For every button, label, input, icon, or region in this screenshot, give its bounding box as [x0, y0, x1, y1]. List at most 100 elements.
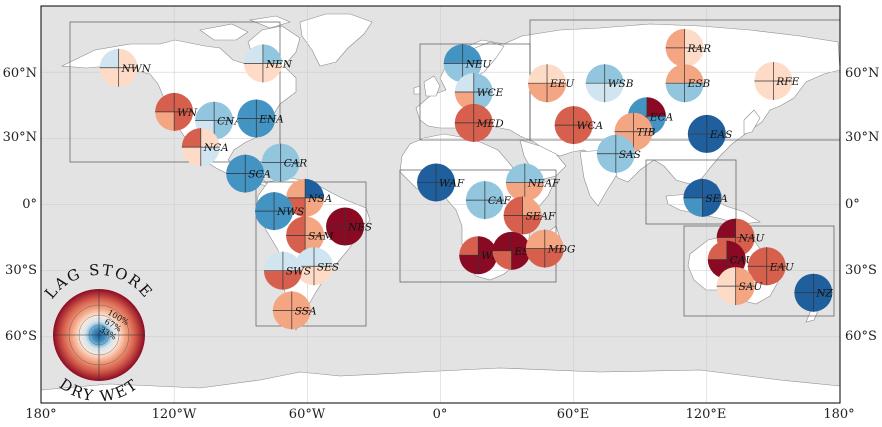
- region-label: SWS: [286, 266, 311, 278]
- region-label: SAS: [619, 149, 641, 161]
- y-tick-label: 0°: [22, 197, 37, 212]
- region-quadrant: [766, 266, 786, 286]
- region-label: SSA: [295, 305, 317, 317]
- region-label: CNA: [217, 116, 242, 128]
- region-quadrant: [522, 215, 542, 235]
- japan-land: [743, 109, 761, 135]
- region-pie-nws: NWS: [255, 192, 304, 231]
- region-pie-nen: NEN: [243, 44, 293, 83]
- region-quadrant: [200, 128, 220, 148]
- region-quadrant: [484, 200, 504, 220]
- y-tick-label: 30°N: [3, 130, 37, 145]
- region-label: WAF: [439, 177, 465, 189]
- y-axis-left: 60°N 30°N 0° 30°S 60°S: [3, 66, 37, 344]
- region-label: ENA: [258, 113, 284, 125]
- region-label: EAU: [769, 261, 795, 273]
- region-quadrant: [707, 240, 727, 260]
- region-quadrant: [305, 216, 325, 236]
- region-quadrant: [245, 173, 265, 193]
- region-label: SAM: [308, 230, 334, 242]
- region-label: ECA: [649, 111, 674, 123]
- region-quadrant: [443, 44, 463, 64]
- region-quadrant: [773, 61, 793, 81]
- x-tick-label: 180°: [25, 407, 56, 422]
- region-label: NEAF: [527, 177, 560, 189]
- region-quadrant: [503, 215, 523, 235]
- region-quadrant: [547, 64, 567, 84]
- region-quadrant: [503, 196, 523, 216]
- region-pie-nes: NES: [326, 207, 372, 246]
- region-quadrant: [305, 178, 325, 198]
- region-pie-esb: ESB: [665, 64, 710, 103]
- region-quadrant: [747, 247, 767, 267]
- region-quadrant: [525, 229, 545, 249]
- region-quadrant: [174, 111, 194, 131]
- region-quadrant: [181, 147, 201, 167]
- region-quadrant: [596, 134, 616, 154]
- region-quadrant: [118, 67, 138, 87]
- region-quadrant: [245, 154, 265, 174]
- x-axis: 180° 120°W 60°W 0° 60°E 120°E 180°: [25, 407, 854, 422]
- region-quadrant: [263, 270, 283, 290]
- region-pie-nwn: NWN: [99, 48, 152, 87]
- region-quadrant: [773, 80, 793, 100]
- region-quadrant: [627, 97, 647, 117]
- region-quadrant: [735, 286, 755, 306]
- region-quadrant: [615, 134, 635, 154]
- x-tick-label: 60°E: [557, 407, 590, 422]
- region-quadrant: [345, 207, 365, 227]
- region-pie-ena: ENA: [237, 99, 284, 138]
- region-quadrant: [794, 273, 814, 293]
- region-quadrant: [492, 231, 512, 251]
- region-quadrant: [326, 226, 346, 246]
- region-quadrant: [195, 101, 215, 121]
- region-label: NSA: [307, 193, 332, 205]
- region-quadrant: [243, 44, 263, 64]
- region-quadrant: [200, 147, 220, 167]
- region-quadrant: [554, 106, 574, 126]
- region-quadrant: [454, 122, 474, 142]
- region-pie-rfe: RFE: [754, 61, 800, 100]
- region-quadrant: [118, 48, 138, 68]
- region-pie-caf: CAF: [465, 181, 512, 220]
- eurasia-land: [415, 23, 840, 185]
- region-quadrant: [436, 182, 456, 202]
- region-label: SAU: [739, 281, 764, 293]
- region-quadrant: [286, 235, 306, 255]
- region-quadrant: [544, 248, 564, 268]
- region-label: NCA: [203, 142, 229, 154]
- region-quadrant: [716, 286, 736, 306]
- y-tick-label: 60°S: [845, 329, 877, 344]
- region-quadrant: [181, 128, 201, 148]
- region-pie-wsb: WSB: [585, 64, 634, 103]
- region-quadrant: [665, 47, 685, 67]
- y-tick-label: 60°N: [845, 66, 879, 81]
- region-quadrant: [683, 178, 703, 198]
- region-quadrant: [754, 80, 774, 100]
- region-quadrant: [794, 292, 814, 312]
- region-label: TIB: [637, 127, 656, 139]
- region-quadrant: [280, 143, 300, 163]
- region-quadrant: [291, 310, 311, 330]
- region-quadrant: [511, 250, 531, 270]
- region-quadrant: [684, 64, 704, 84]
- region-quadrant: [261, 143, 281, 163]
- region-quadrant: [286, 216, 306, 236]
- region-label: NWS: [276, 206, 304, 218]
- region-quadrant: [684, 47, 704, 67]
- region-quadrant: [155, 111, 175, 131]
- region-label: RFE: [775, 76, 799, 88]
- region-quadrant: [436, 163, 456, 183]
- region-quadrant: [473, 122, 493, 142]
- region-quadrant: [155, 92, 175, 112]
- region-quadrant: [604, 64, 624, 84]
- region-box-southeast-asia: [645, 159, 737, 225]
- region-quadrant: [726, 240, 746, 260]
- region-quadrant: [417, 163, 437, 183]
- region-quadrant: [256, 118, 276, 138]
- region-pie-seaf: SEAF: [503, 196, 556, 235]
- region-quadrant: [454, 73, 474, 93]
- region-pie-eau: EAU: [747, 247, 795, 286]
- region-label: SES: [317, 261, 339, 273]
